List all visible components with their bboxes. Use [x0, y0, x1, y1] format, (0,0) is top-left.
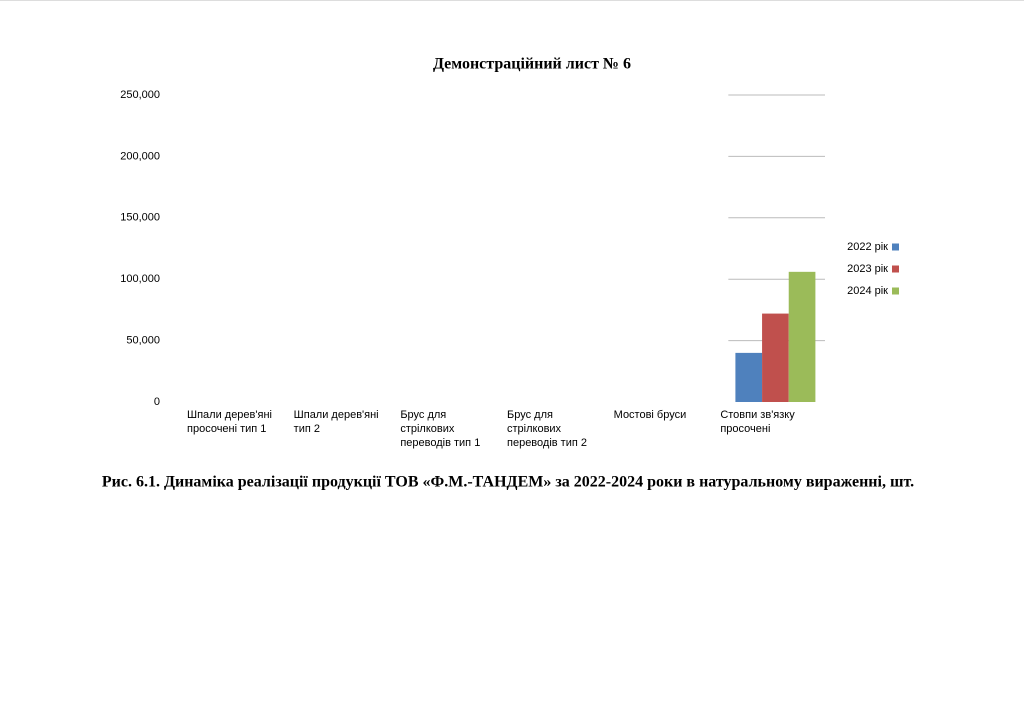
caption: Рис. 6.1. Динаміка реалізації продукції …: [102, 474, 914, 491]
legend-label: 2023 рік: [847, 263, 888, 275]
bar: [735, 352, 763, 402]
legend-label: 2022 рік: [847, 241, 888, 253]
bar: [788, 271, 816, 402]
y-tick-label: 100,000: [120, 273, 160, 285]
legend-label: 2024 рік: [847, 285, 888, 297]
y-tick-label: 0: [154, 396, 160, 408]
legend-swatch: [892, 265, 899, 273]
y-tick-label: 250,000: [120, 89, 160, 101]
y-tick-label: 200,000: [120, 150, 160, 162]
y-tick-label: 50,000: [126, 335, 160, 347]
x-tick-label: Шпали дерев'яні просочені тип 1: [187, 409, 272, 435]
chart-title: Демонстраційний лист № 6: [433, 56, 631, 73]
bar: [762, 313, 789, 402]
y-tick-label: 150,000: [120, 212, 160, 224]
x-tick-label: Стовпи зв'язку просочені: [720, 409, 795, 435]
x-tick-label: Шпали дерев'яні тип 2: [293, 409, 379, 435]
legend-swatch: [892, 243, 899, 251]
legend-swatch: [892, 287, 899, 295]
x-tick-label: Мостові бруси: [613, 409, 687, 421]
x-tick-label: Брус для стрілкових переводів тип 1: [400, 409, 481, 449]
x-tick-label: Брус для стрілкових переводів тип 2: [507, 409, 587, 449]
